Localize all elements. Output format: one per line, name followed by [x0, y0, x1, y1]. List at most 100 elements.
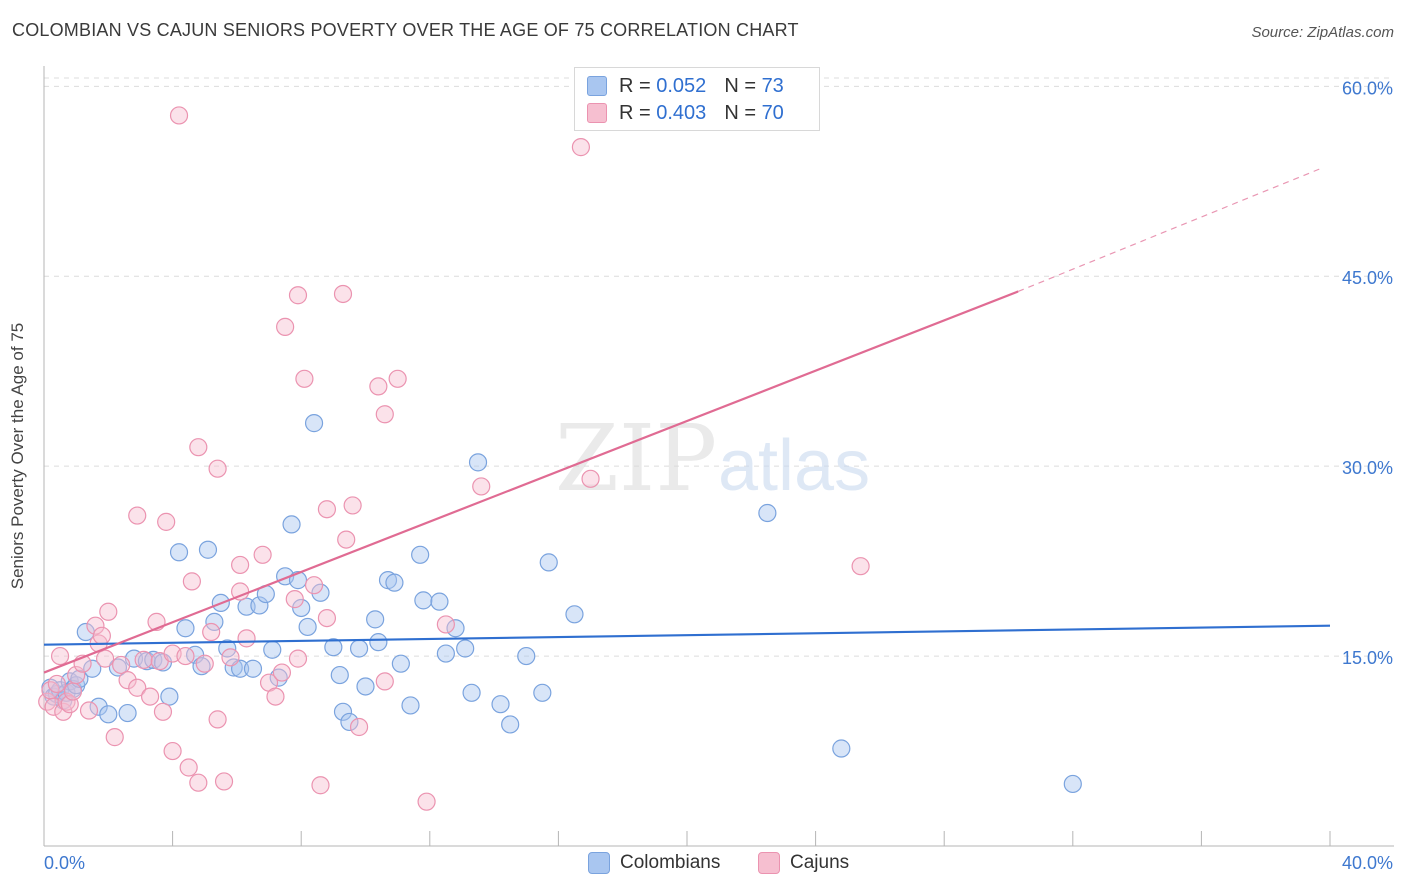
n-label: N = [724, 74, 756, 97]
cajuns-point [851, 557, 870, 576]
cajuns-point [272, 663, 292, 682]
colombians-point [832, 739, 851, 758]
cajuns-point [189, 438, 208, 457]
y-tick-label: 30.0% [1342, 458, 1393, 478]
source-label: Source: ZipAtlas.com [1251, 24, 1394, 41]
cajuns-point [92, 626, 111, 645]
cajuns-point [333, 284, 353, 304]
colombians-point [491, 695, 510, 714]
colombians-point [436, 644, 455, 663]
cajuns-point [195, 654, 214, 673]
y-tick-label: 60.0% [1342, 78, 1393, 98]
cajuns-point [337, 530, 356, 549]
colombians-point [349, 639, 369, 658]
cajuns-point [266, 687, 285, 706]
colombians-point [198, 540, 218, 559]
stats-row-cajuns: R = 0.403 N = 70 [587, 100, 784, 126]
colombians-point [758, 503, 777, 523]
colombians-point [282, 515, 301, 534]
cajuns-point [202, 622, 221, 642]
cajuns-trend-line [43, 290, 1019, 674]
cajuns-swatch [758, 852, 780, 874]
x-tick-label: 0.0% [44, 853, 85, 873]
colombians-point [501, 715, 520, 734]
cajuns-point [375, 405, 394, 424]
cajuns-point [208, 459, 227, 478]
colombians-point [366, 610, 385, 629]
colombians-point [411, 545, 430, 564]
cajuns-point [208, 710, 227, 729]
n-value: 70 [761, 101, 784, 124]
r-value: 0.052 [656, 74, 707, 97]
colombians-point [333, 702, 353, 721]
colombians-point [539, 553, 558, 572]
n-label: N = [724, 101, 756, 124]
cajuns-point [79, 701, 99, 720]
colombians-point [446, 619, 465, 638]
colombians-point [89, 697, 108, 716]
colombians-point [99, 705, 118, 724]
colombians-point [292, 598, 311, 618]
colombians-point [237, 597, 256, 616]
colombians-point [385, 573, 404, 592]
colombians-trend-line [43, 624, 1331, 646]
colombians-point [462, 683, 481, 702]
colombians-point [263, 640, 282, 659]
cajuns-point [436, 615, 455, 634]
cajuns-point [349, 717, 369, 737]
cajuns-point [179, 758, 198, 777]
colombians-point [414, 591, 433, 610]
colombians-point [298, 617, 317, 637]
cajuns-point [214, 772, 234, 791]
series-legend: Colombians Cajuns [0, 850, 1406, 880]
cajuns-point [388, 369, 407, 388]
colombians-point [243, 659, 263, 678]
cajuns-point [153, 702, 173, 721]
cajuns-point [157, 512, 176, 531]
watermark-atlas: atlas [718, 426, 870, 506]
cajuns-point [317, 500, 337, 519]
cajuns-point [472, 477, 491, 496]
cajuns-point [253, 545, 272, 564]
r-value: 0.403 [656, 101, 707, 124]
cajuns-point [369, 377, 388, 396]
cajuns-point [86, 616, 105, 635]
cajuns-point [128, 678, 147, 697]
cajuns-point [182, 572, 201, 591]
cajuns-point [237, 629, 256, 648]
colombians-point [108, 658, 128, 677]
colombians-point [311, 583, 330, 602]
colombians-point [401, 696, 420, 715]
stats-legend: R = 0.052 N = 73 R = 0.403 N = 70 [574, 67, 820, 131]
stats-row-colombians: R = 0.052 N = 73 [587, 73, 784, 99]
cajuns-trend-extension [1017, 166, 1324, 292]
cajuns-point [128, 506, 147, 525]
legend-item-cajuns[interactable]: Cajuns [758, 852, 849, 874]
colombians-point [468, 453, 488, 472]
cajuns-point [163, 741, 182, 761]
colombians-point [205, 612, 224, 631]
colombians-point [176, 619, 195, 638]
cajuns-point [67, 665, 86, 685]
cajuns-point [571, 138, 591, 157]
r-label: R = [619, 74, 651, 97]
cajuns-point [343, 496, 362, 515]
y-tick-label: 15.0% [1342, 648, 1393, 668]
cajuns-point [276, 317, 295, 336]
cajuns-point [54, 702, 73, 721]
colombians-point [369, 633, 388, 652]
cajuns-swatch [587, 103, 607, 123]
colombians-point [391, 654, 410, 673]
colombians-point [330, 665, 349, 685]
cajuns-point [63, 682, 83, 701]
colombians-point [269, 668, 288, 687]
legend-label-colombians: Colombians [620, 852, 721, 873]
colombians-point [192, 657, 211, 676]
colombians-point [324, 638, 343, 657]
y-tick-label: 45.0% [1342, 268, 1393, 288]
legend-item-colombians[interactable]: Colombians [588, 852, 720, 874]
colombians-point [533, 683, 552, 702]
cajuns-point [285, 590, 304, 609]
colombians-point [356, 677, 375, 696]
